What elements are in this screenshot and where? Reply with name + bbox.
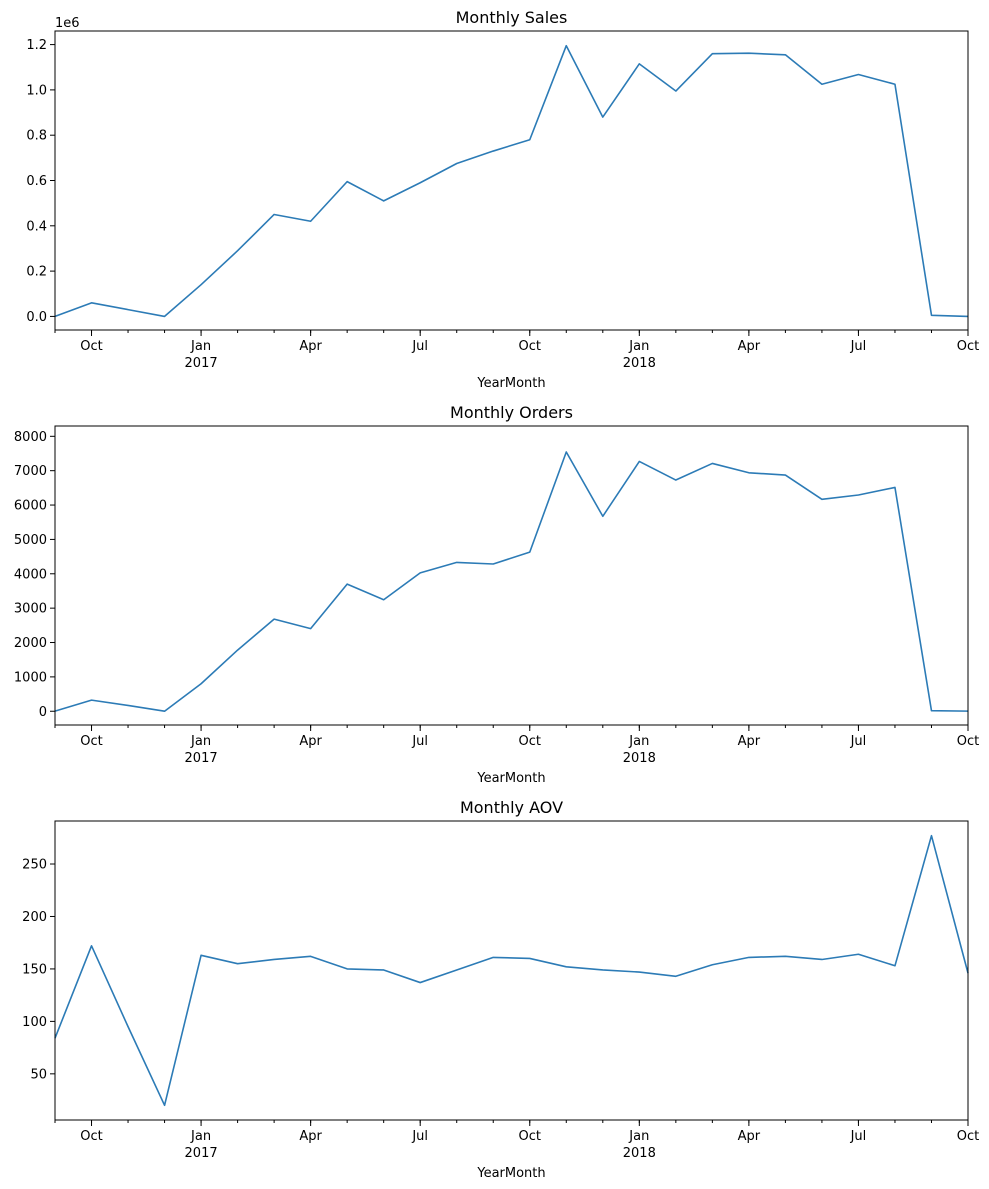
y-tick-label: 2000 (14, 636, 47, 651)
x-tick-year-label: 2018 (623, 751, 656, 766)
x-tick-label: Oct (519, 734, 541, 749)
x-tick-label: Apr (738, 734, 761, 749)
x-tick-label: Jan (628, 339, 649, 354)
y-tick-label: 3000 (14, 602, 47, 617)
y-tick-label: 1.0 (26, 83, 47, 98)
y-tick-label: 200 (22, 910, 47, 925)
x-tick-year-label: 2018 (623, 356, 656, 371)
chart-title: Monthly Orders (450, 403, 573, 422)
y-tick-label: 150 (22, 962, 47, 977)
monthly-orders-chart: Monthly Orders 0 1000 2000 3000 4000 5000 6000 7… (14, 403, 979, 786)
series-line (54, 834, 969, 1107)
x-tick-label: Apr (299, 734, 322, 749)
y-tick-label: 7000 (14, 464, 47, 479)
x-tick-year-label: 2017 (185, 356, 218, 371)
x-axis-label: YearMonth (476, 1166, 545, 1181)
series-line (54, 44, 969, 318)
x-tick-label: Apr (299, 339, 322, 354)
y-tick-label: 50 (30, 1067, 47, 1082)
x-tick-label: Oct (80, 339, 102, 354)
x-tick-label: Jan (190, 339, 211, 354)
x-tick-label: Jul (850, 339, 867, 354)
x-tick-label: Jan (190, 734, 211, 749)
y-tick-label: 5000 (14, 533, 47, 548)
x-tick-label: Oct (80, 734, 102, 749)
y-tick-label: 0.2 (26, 265, 47, 280)
y-tick-label: 4000 (14, 567, 47, 582)
x-tick-label: Jul (411, 734, 428, 749)
x-tick-label: Oct (957, 734, 979, 749)
monthly-sales-chart: Monthly Sales 1e6 0.0 0.2 0.4 0.6 0.8 1.0 1.2 Oct… (26, 8, 979, 391)
x-tick-year-label: 2017 (185, 1146, 218, 1161)
y-tick-label: 1.2 (26, 38, 47, 53)
x-tick-label: Oct (519, 1129, 541, 1144)
x-tick-label: Oct (519, 339, 541, 354)
x-tick-year-label: 2017 (185, 751, 218, 766)
chart-title: Monthly AOV (460, 798, 563, 817)
x-axis-label: YearMonth (476, 376, 545, 391)
y-tick-label: 8000 (14, 430, 47, 445)
x-axis-label: YearMonth (476, 771, 545, 786)
y-tick-label: 250 (22, 858, 47, 873)
plot-frame (54, 30, 969, 331)
x-tick-year-label: 2018 (623, 1146, 656, 1161)
x-tick-label: Jul (850, 734, 867, 749)
x-tick-label: Jul (411, 1129, 428, 1144)
y-offset-label: 1e6 (55, 16, 80, 31)
y-tick-label: 0.8 (26, 129, 47, 144)
x-tick-label: Oct (957, 339, 979, 354)
x-tick-label: Apr (299, 1129, 322, 1144)
x-tick-label: Apr (738, 339, 761, 354)
y-tick-label: 0 (39, 705, 47, 720)
plot-frame (54, 820, 969, 1121)
x-tick-label: Oct (80, 1129, 102, 1144)
chart-title: Monthly Sales (456, 8, 568, 27)
plot-frame (54, 425, 969, 726)
x-tick-label: Jul (411, 339, 428, 354)
y-tick-label: 0.0 (26, 310, 47, 325)
x-tick-label: Jan (190, 1129, 211, 1144)
x-tick-label: Apr (738, 1129, 761, 1144)
x-tick-label: Oct (957, 1129, 979, 1144)
x-tick-label: Jul (850, 1129, 867, 1144)
monthly-aov-chart: Monthly AOV 50 100 150 200 250 Oct Jan 2017 Apr Ju… (22, 798, 979, 1181)
x-tick-label: Jan (628, 1129, 649, 1144)
y-tick-label: 0.6 (26, 174, 47, 189)
y-tick-label: 0.4 (26, 219, 47, 234)
y-tick-label: 100 (22, 1015, 47, 1030)
y-tick-label: 6000 (14, 499, 47, 514)
x-tick-label: Jan (628, 734, 649, 749)
y-tick-label: 1000 (14, 670, 47, 685)
series-line (54, 451, 969, 713)
